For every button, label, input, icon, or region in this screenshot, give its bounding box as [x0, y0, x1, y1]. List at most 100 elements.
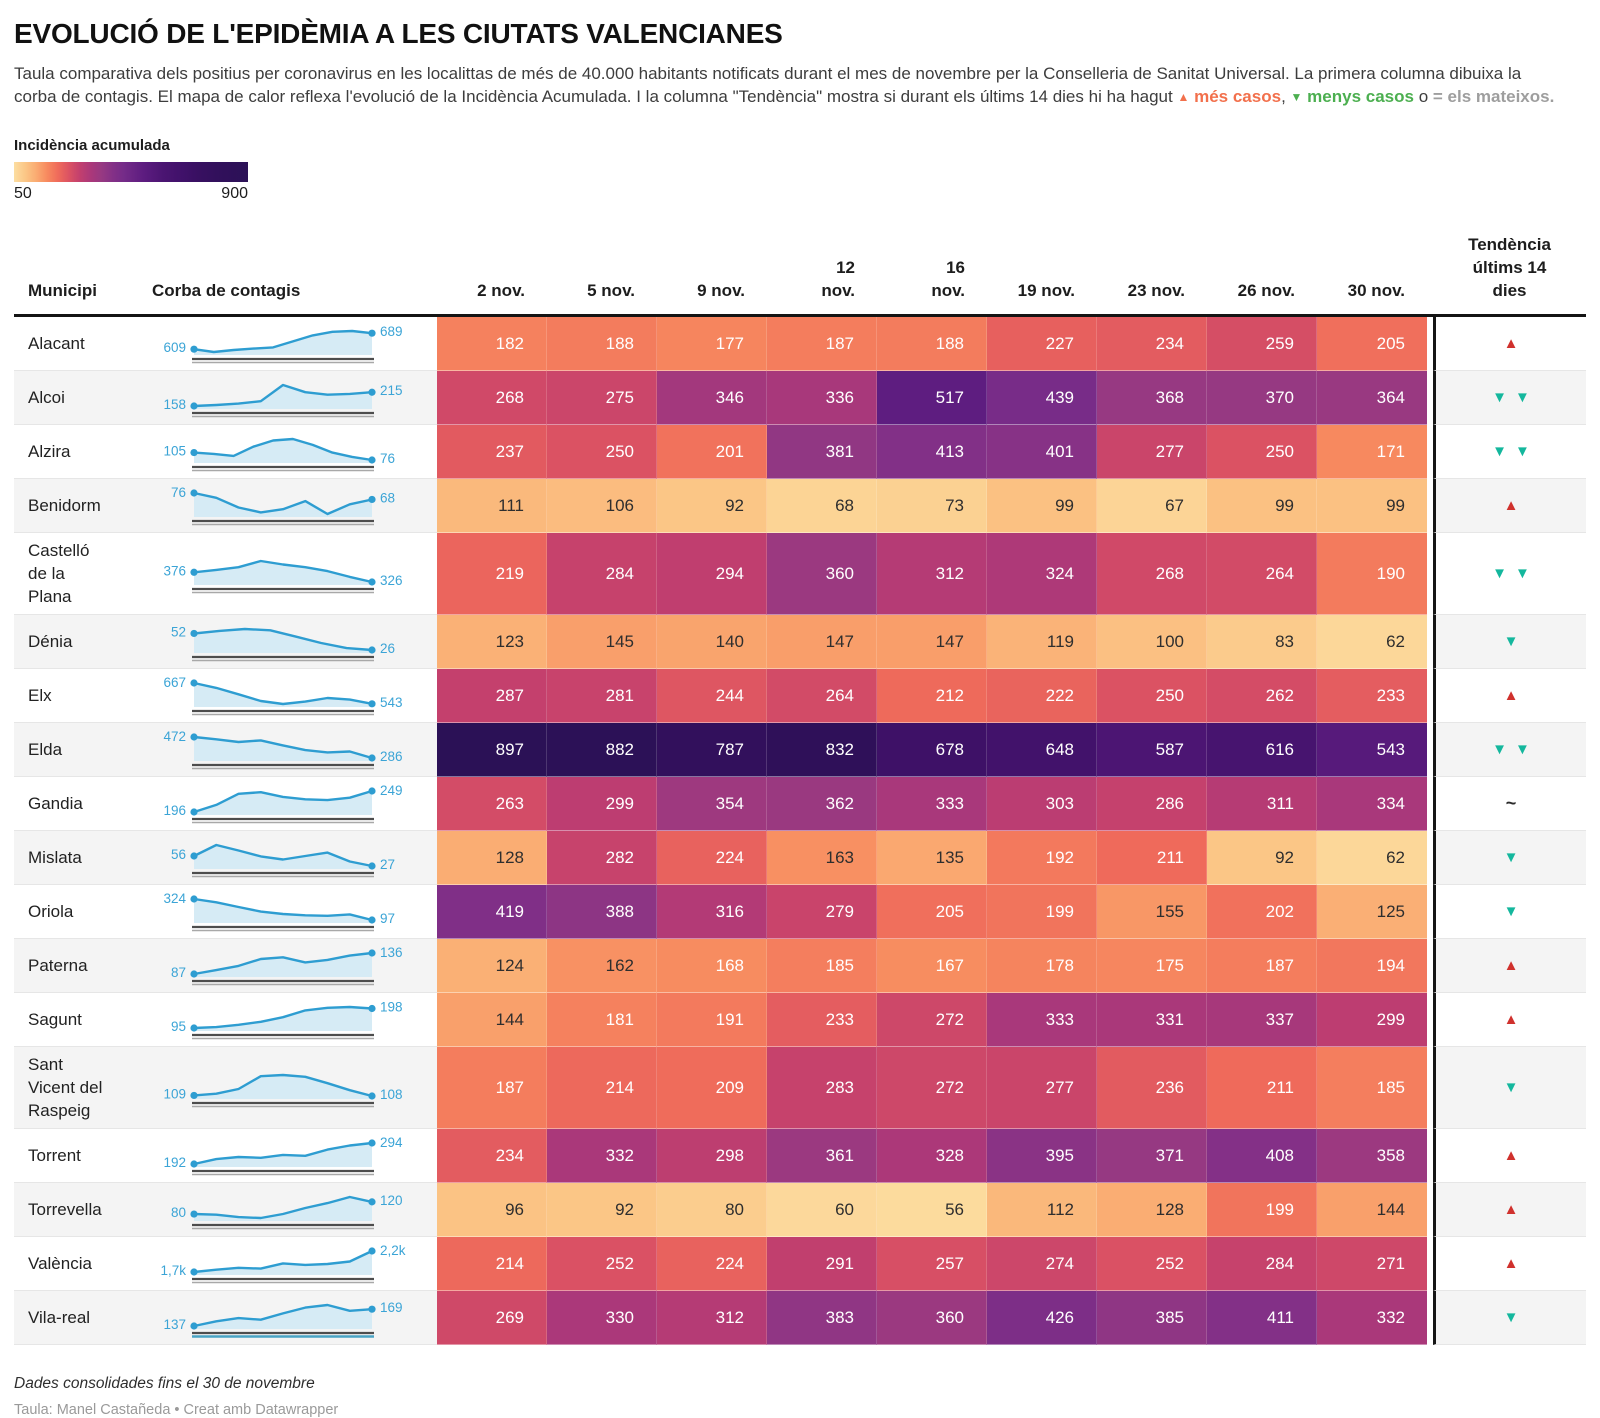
- trend-cell: ▲: [1433, 317, 1586, 371]
- heat-cell: 413: [877, 425, 987, 479]
- trend-down-icon: ▼: [1492, 442, 1507, 460]
- contagion-sparkline: 472 286: [163, 729, 403, 769]
- contagion-sparkline: 76 68: [171, 485, 395, 525]
- heat-cell: 211: [1207, 1047, 1317, 1129]
- trend-cell: ▼: [1433, 885, 1586, 939]
- municipality-name: Oriola: [14, 885, 150, 939]
- trend-cell: ▼ ▼: [1433, 371, 1586, 425]
- heat-cell: 324: [987, 533, 1097, 615]
- spark-end-value: 2,2k: [380, 1243, 406, 1258]
- spark-start-value: 52: [171, 624, 186, 639]
- trend-up-icon: ▲: [1503, 1254, 1519, 1272]
- heat-cell: 99: [1317, 479, 1427, 533]
- heat-cell: 281: [547, 669, 657, 723]
- heat-cell: 100: [1097, 615, 1207, 669]
- spark-start-dot: [190, 1321, 198, 1330]
- spark-end-value: 76: [380, 451, 395, 466]
- heat-cell: 171: [1317, 425, 1427, 479]
- trend-cell: ▼: [1433, 831, 1586, 885]
- heat-cell: 188: [877, 317, 987, 371]
- contagion-sparkline-cell: 196 249: [150, 777, 437, 831]
- legend-gradient-bar: [14, 162, 248, 182]
- trend-cell: ▼: [1433, 615, 1586, 669]
- more-cases-label: més casos: [1194, 87, 1282, 106]
- heat-cell: 222: [987, 669, 1097, 723]
- heat-cell: 185: [1317, 1047, 1427, 1129]
- spark-start-value: 95: [171, 1019, 186, 1034]
- heat-cell: 244: [657, 669, 767, 723]
- less-cases-label: menys casos: [1307, 87, 1414, 106]
- heat-cell: 83: [1207, 615, 1317, 669]
- heat-cell: 264: [767, 669, 877, 723]
- divider-gap: [1427, 615, 1433, 669]
- heat-cell: 175: [1097, 939, 1207, 993]
- spark-start-value: 196: [163, 803, 186, 818]
- trend-cell: ▼ ▼: [1433, 533, 1586, 615]
- heat-cell: 67: [1097, 479, 1207, 533]
- heat-cell: 303: [987, 777, 1097, 831]
- legend-title: Incidència acumulada: [14, 137, 170, 154]
- trend-cell: ▲: [1433, 669, 1586, 723]
- contagion-sparkline-cell: 472 286: [150, 723, 437, 777]
- heat-cell: 298: [657, 1129, 767, 1183]
- spark-end-value: 120: [380, 1192, 403, 1207]
- heat-cell: 354: [657, 777, 767, 831]
- contagion-sparkline-cell: 376 326: [150, 533, 437, 615]
- contagion-sparkline: 192 294: [163, 1135, 403, 1175]
- contagion-sparkline: 667 543: [163, 675, 403, 715]
- municipality-name: Alcoi: [14, 371, 150, 425]
- heat-cell: 128: [437, 831, 547, 885]
- table-row: Elx 667 543 287 281 244 264 212 222 250 262 233 ▲: [14, 669, 1586, 723]
- contagion-sparkline: 158 215: [163, 383, 403, 417]
- spark-end-dot: [368, 388, 376, 396]
- table-row: Oriola 324 97 419 388 316 279 205 199 155 202 125 ▼: [14, 885, 1586, 939]
- heat-cell: 332: [547, 1129, 657, 1183]
- epidemic-table: Municipi Corba de contagis 2 nov. 5 nov. 9…: [14, 233, 1586, 1345]
- heat-cell: 135: [877, 831, 987, 885]
- spark-end-dot: [368, 915, 376, 924]
- divider-gap: [1427, 479, 1433, 533]
- divider-gap: [1427, 533, 1433, 615]
- heat-cell: 426: [987, 1291, 1097, 1345]
- contagion-sparkline: 80 120: [171, 1192, 403, 1229]
- heat-cell: 419: [437, 885, 547, 939]
- spark-start-value: 1,7k: [160, 1263, 186, 1278]
- column-header-date: 30 nov.: [1317, 233, 1427, 317]
- heat-cell: 362: [767, 777, 877, 831]
- heat-cell: 616: [1207, 723, 1317, 777]
- spark-end-dot: [368, 753, 376, 762]
- heat-cell: 190: [1317, 533, 1427, 615]
- heat-cell: 271: [1317, 1237, 1427, 1291]
- intro-or: o: [1418, 87, 1429, 106]
- trend-up-icon: ▲: [1503, 1010, 1519, 1028]
- trend-cell: ▲: [1433, 1237, 1586, 1291]
- spark-end-dot: [368, 1091, 376, 1100]
- heat-cell: 517: [877, 371, 987, 425]
- spark-start-dot: [190, 732, 198, 741]
- heat-cell: 199: [1207, 1183, 1317, 1237]
- heat-cell: 284: [547, 533, 657, 615]
- heat-cell: 294: [657, 533, 767, 615]
- trend-cell: ▼ ▼: [1433, 723, 1586, 777]
- heat-cell: 92: [657, 479, 767, 533]
- spark-end-dot: [368, 699, 376, 707]
- spark-start-dot: [190, 678, 198, 687]
- column-header-date: 5 nov.: [547, 233, 657, 317]
- table-row: Sant Vicent del Raspeig 109 108 187 214 209 28…: [14, 1047, 1586, 1129]
- contagion-sparkline-cell: 109 108: [150, 1047, 437, 1129]
- contagion-sparkline-cell: 1,7k 2,2k: [150, 1237, 437, 1291]
- heat-cell: 68: [767, 479, 877, 533]
- spark-start-dot: [190, 401, 198, 410]
- heat-cell: 233: [767, 993, 877, 1047]
- divider-gap: [1427, 993, 1433, 1047]
- spark-start-value: 609: [163, 340, 186, 355]
- contagion-sparkline: 105 76: [163, 437, 395, 471]
- contagion-sparkline-cell: 87 136: [150, 939, 437, 993]
- heat-cell: 333: [877, 777, 987, 831]
- heat-cell: 214: [437, 1237, 547, 1291]
- trend-down-icon: ▼: [1492, 388, 1507, 406]
- table-row: Elda 472 286 897 882 787 832 678 648 587 616 543 ▼ ▼: [14, 723, 1586, 777]
- color-legend: Incidència acumulada 50 900: [14, 137, 1586, 203]
- heat-cell: 371: [1097, 1129, 1207, 1183]
- heat-cell: 119: [987, 615, 1097, 669]
